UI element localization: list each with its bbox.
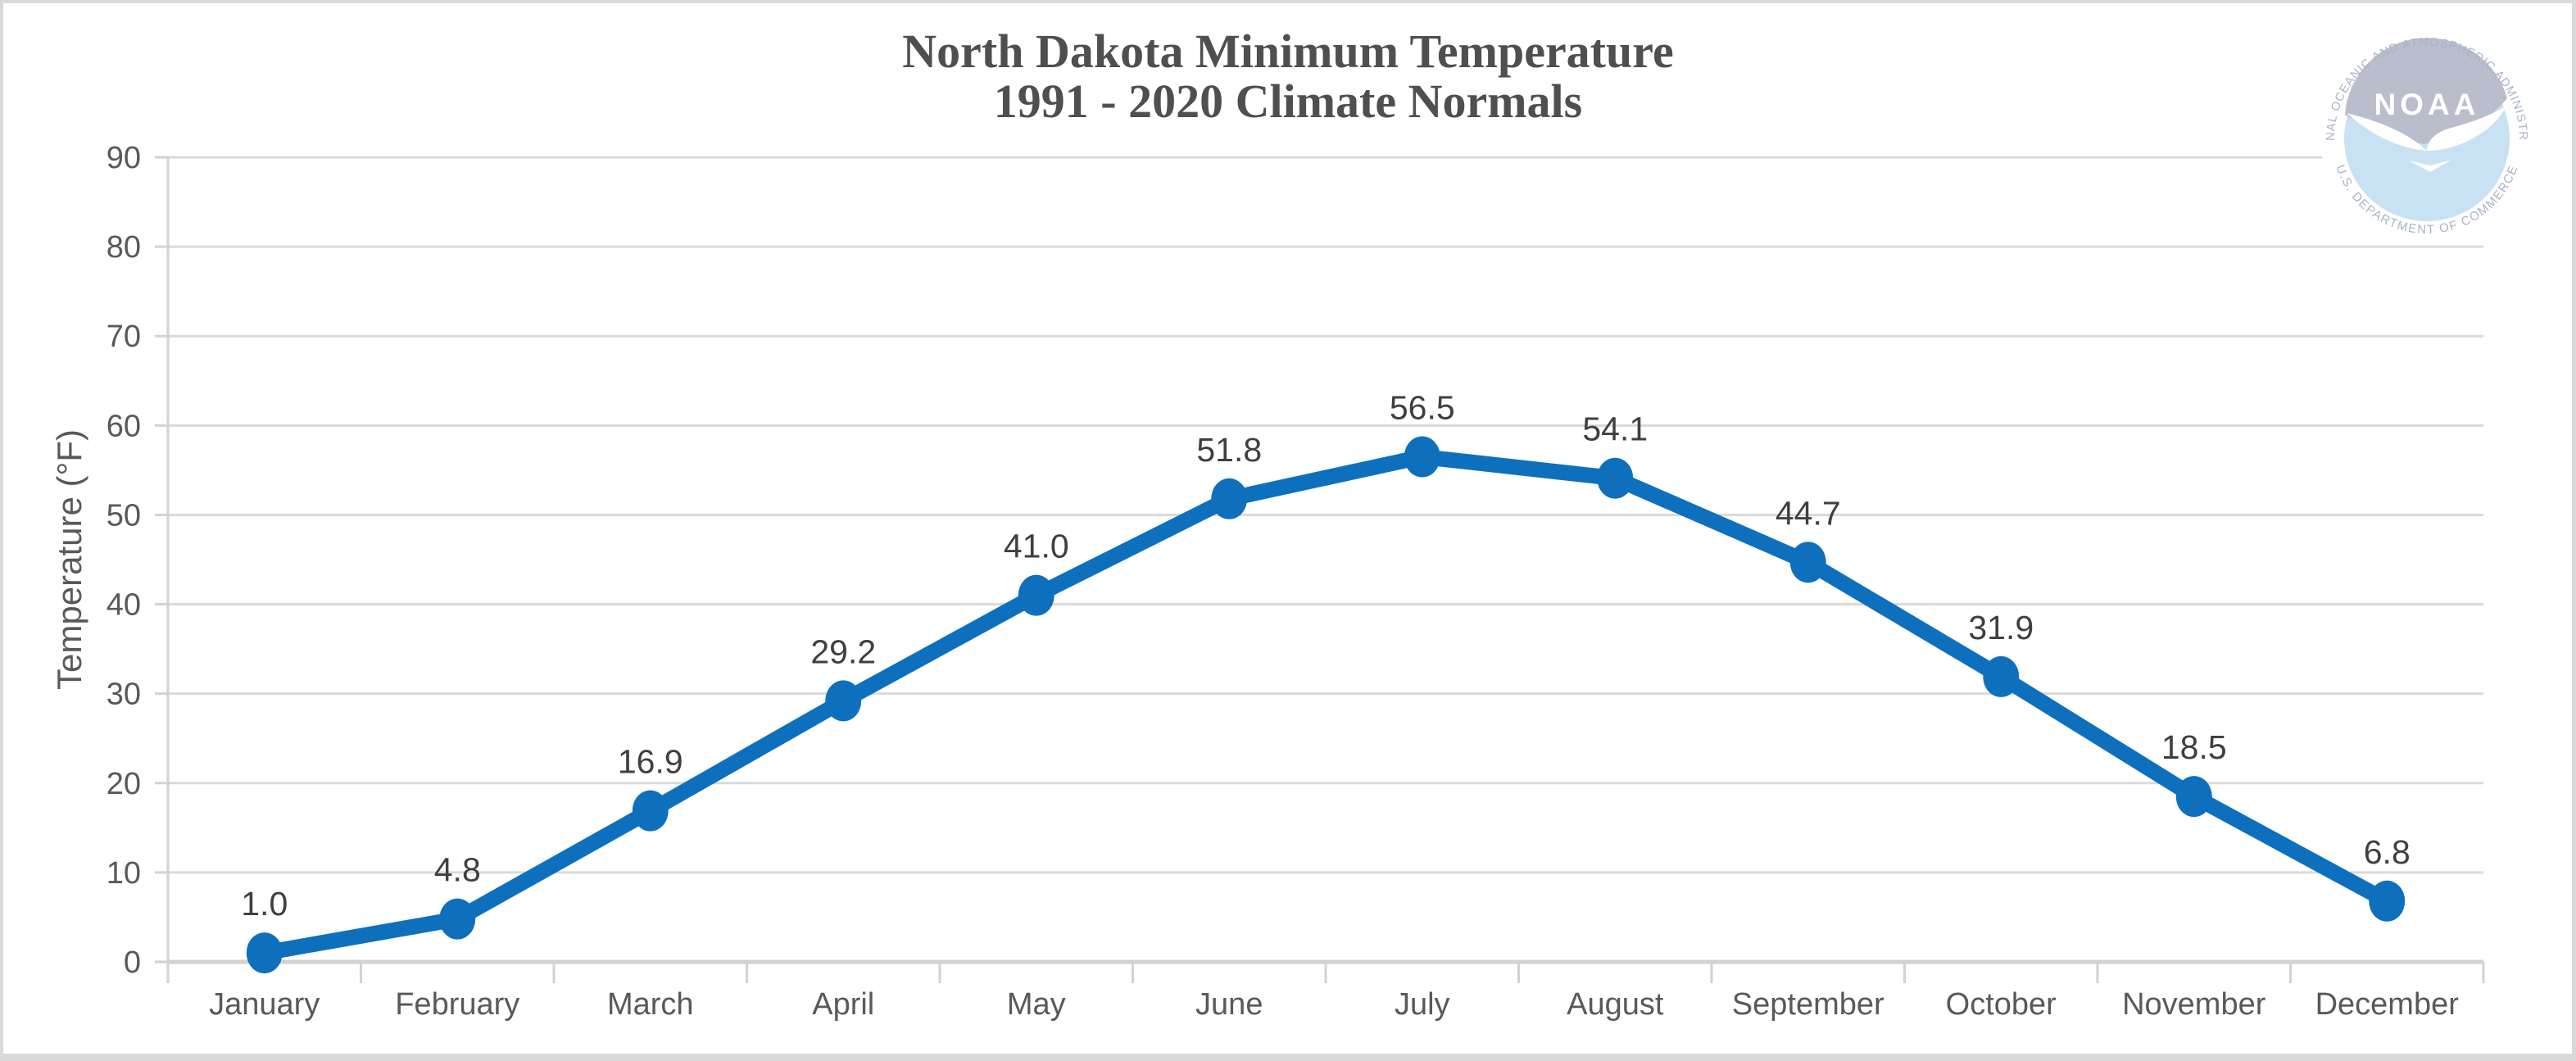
data-label: 18.5 xyxy=(2161,728,2227,766)
data-label: 1.0 xyxy=(241,885,288,923)
month-label: June xyxy=(1195,987,1263,1022)
month-label: January xyxy=(209,987,320,1022)
data-label: 54.1 xyxy=(1582,410,1648,448)
temperature-line xyxy=(256,449,2395,961)
data-point xyxy=(246,932,283,974)
data-labels: 1.0 4.8 16.9 29.2 41.0 51.8 56.5 54.1 44.7 31.9 18… xyxy=(241,389,2410,923)
data-point xyxy=(2175,776,2212,818)
noaa-logo-bird-body xyxy=(2427,107,2506,151)
data-label: 44.7 xyxy=(1776,494,1841,532)
y-axis-labels: 0 10 20 30 40 50 60 70 80 90 xyxy=(107,141,141,980)
month-label: November xyxy=(2122,987,2266,1022)
y-tick-label: 40 xyxy=(107,588,141,623)
data-point xyxy=(2369,880,2406,922)
data-label: 31.9 xyxy=(1968,609,2034,646)
noaa-logo-bird-tail xyxy=(2409,160,2451,172)
noaa-logo: NOAA NATIONAL OCEANIC AND ATMOSPHERIC AD… xyxy=(2315,26,2533,245)
month-label: September xyxy=(1732,987,1884,1022)
data-label: 56.5 xyxy=(1390,389,1455,427)
month-label: May xyxy=(1007,987,1066,1022)
x-axis-labels: January February March April May June July Augu… xyxy=(209,987,2459,1022)
noaa-logo-acronym: NOAA xyxy=(2374,88,2480,121)
data-point xyxy=(1404,436,1440,478)
y-tick-label: 30 xyxy=(107,678,141,712)
data-label: 51.8 xyxy=(1196,431,1262,469)
y-tick-label: 80 xyxy=(107,230,141,265)
data-point xyxy=(1983,655,2020,697)
month-label: February xyxy=(395,987,519,1022)
data-label: 6.8 xyxy=(2364,833,2410,871)
chart-title: North Dakota Minimum Temperature 1991 - … xyxy=(0,26,2576,126)
data-point xyxy=(439,898,476,940)
month-label: December xyxy=(2315,987,2460,1022)
data-label: 16.9 xyxy=(618,743,683,781)
y-tick-label: 0 xyxy=(124,945,141,980)
data-point xyxy=(1789,542,1826,583)
month-label: March xyxy=(607,987,694,1022)
data-label: 29.2 xyxy=(810,633,876,670)
data-point xyxy=(1018,574,1054,616)
y-tick-label: 10 xyxy=(107,856,141,891)
data-point xyxy=(632,790,669,832)
x-axis-ticks xyxy=(166,962,2485,983)
data-label: 4.8 xyxy=(434,851,481,889)
data-point xyxy=(825,680,862,722)
chart-title-line1: North Dakota Minimum Temperature xyxy=(902,25,1674,78)
noaa-logo-bird-wing xyxy=(2347,113,2427,151)
data-point xyxy=(1211,478,1248,519)
noaa-logo-sky xyxy=(2345,38,2507,144)
y-tick-label: 20 xyxy=(107,767,141,801)
chart-title-line2: 1991 - 2020 Climate Normals xyxy=(993,75,1583,128)
month-label: August xyxy=(1567,987,1664,1022)
month-label: October xyxy=(1946,987,2057,1022)
y-tick-label: 60 xyxy=(107,409,141,443)
data-points xyxy=(246,436,2406,974)
y-tick-label: 70 xyxy=(107,320,141,354)
y-tick-label: 50 xyxy=(107,498,141,533)
y-axis-ticks xyxy=(155,156,168,964)
data-point xyxy=(1597,457,1634,499)
month-label: April xyxy=(812,987,874,1022)
gridlines xyxy=(168,156,2483,874)
data-label: 41.0 xyxy=(1004,528,1069,565)
y-tick-label: 90 xyxy=(107,141,141,175)
month-label: July xyxy=(1395,987,1450,1022)
